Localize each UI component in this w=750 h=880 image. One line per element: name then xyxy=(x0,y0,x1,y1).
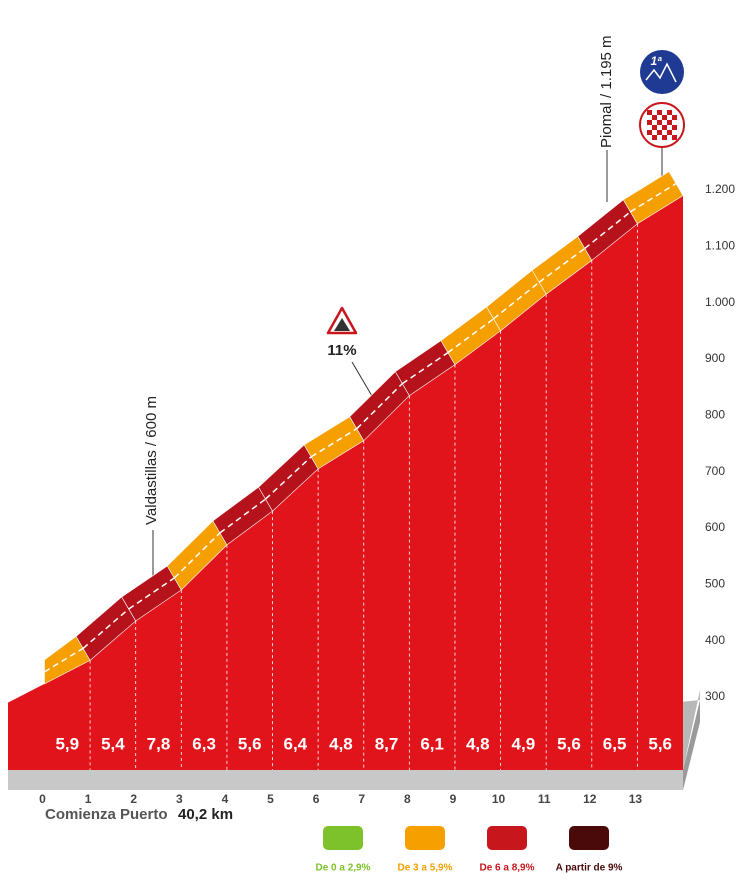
flag-square xyxy=(667,110,672,115)
gradient-label: 5,6 xyxy=(557,734,581,753)
legend-swatch xyxy=(323,826,363,850)
flag-square xyxy=(652,125,657,130)
flag-square xyxy=(672,135,677,140)
legend-label: De 0 a 2,9% xyxy=(315,863,370,874)
legend-swatch xyxy=(405,826,445,850)
y-tick-label: 600 xyxy=(705,520,725,534)
center-dash xyxy=(173,532,221,579)
gradient-face xyxy=(622,171,684,225)
x-tick-label: 12 xyxy=(583,792,597,806)
category-badge xyxy=(640,50,684,94)
gradient-label: 4,8 xyxy=(466,734,490,753)
x-tick-label: 10 xyxy=(492,792,506,806)
flag-square xyxy=(672,115,677,120)
y-tick-label: 1.100 xyxy=(705,239,735,253)
leader-line xyxy=(351,361,373,397)
mountain-icon xyxy=(645,62,677,83)
center-dash xyxy=(265,456,312,500)
flag-square xyxy=(662,135,667,140)
y-tick-label: 300 xyxy=(705,689,725,703)
flag-square xyxy=(657,120,662,125)
gradient-label: 4,8 xyxy=(329,734,353,753)
base-front xyxy=(8,770,683,790)
flag-square xyxy=(657,130,662,135)
flag-square xyxy=(672,125,677,130)
legend-swatch xyxy=(487,826,527,850)
x-tick-label: 8 xyxy=(404,792,411,806)
base-side xyxy=(683,700,700,790)
x-tick-label: 6 xyxy=(313,792,320,806)
flag-square xyxy=(652,115,657,120)
gradient-label: 4,9 xyxy=(512,734,536,753)
flag-square xyxy=(647,110,652,115)
gradient-label: 5,4 xyxy=(101,734,125,753)
max-gradient-label: 11% xyxy=(327,342,356,359)
y-tick-label: 1.000 xyxy=(705,295,735,309)
y-tick-label: 400 xyxy=(705,633,725,647)
x-tick-label: 1 xyxy=(85,792,92,806)
legend-label: A partir de 9% xyxy=(556,863,623,874)
gradient-label: 5,9 xyxy=(55,734,79,753)
summit-annotation: Piomal / 1.195 m xyxy=(598,35,615,148)
x-tick-label: 0 xyxy=(39,792,46,806)
x-tick-label: 4 xyxy=(222,792,229,806)
gradient-label: 6,3 xyxy=(192,734,216,753)
gradient-label: 5,6 xyxy=(238,734,262,753)
center-dash xyxy=(128,577,175,610)
flag-square xyxy=(662,125,667,130)
center-dash xyxy=(44,647,84,673)
y-tick-label: 1.200 xyxy=(705,182,735,196)
flag-square xyxy=(647,130,652,135)
flag-square xyxy=(657,110,662,115)
profile-body xyxy=(8,195,683,771)
center-dash xyxy=(356,383,403,430)
finish-badge xyxy=(639,102,685,148)
x-tick-label: 5 xyxy=(267,792,274,806)
center-dash xyxy=(401,352,449,385)
y-tick-label: 700 xyxy=(705,464,725,478)
x-tick-label: 13 xyxy=(629,792,643,806)
gradient-icon xyxy=(334,318,350,331)
x-tick-label: 11 xyxy=(538,792,551,806)
gradient-label: 6,1 xyxy=(420,734,444,753)
center-dash xyxy=(629,182,677,213)
flag-square xyxy=(647,120,652,125)
gradient-label: 7,8 xyxy=(147,734,171,753)
y-tick-label: 500 xyxy=(705,577,725,591)
gradient-label: 8,7 xyxy=(375,734,399,753)
x-tick-label: 9 xyxy=(450,792,457,806)
category-label: 1ª xyxy=(650,54,662,68)
x-tick-label: 2 xyxy=(130,792,137,806)
legend-swatch xyxy=(569,826,609,850)
legend-label: De 6 a 8,9% xyxy=(479,863,534,874)
footer-distance: 40,2 km xyxy=(178,806,233,823)
gradient-label: 5,6 xyxy=(648,734,672,753)
gradient-label: 6,4 xyxy=(284,734,308,753)
x-tick-label: 3 xyxy=(176,792,183,806)
y-tick-label: 900 xyxy=(705,351,725,365)
flag-square xyxy=(667,130,672,135)
flag-square xyxy=(652,135,657,140)
gradient-label: 6,5 xyxy=(603,734,627,753)
flag-square xyxy=(667,120,672,125)
legend-label: De 3 a 5,9% xyxy=(397,863,452,874)
footer-label: Comienza Puerto xyxy=(45,806,168,823)
center-dash xyxy=(82,608,130,649)
flag-square xyxy=(662,115,667,120)
y-tick-label: 800 xyxy=(705,408,725,422)
start-annotation: Valdastillas / 600 m xyxy=(143,396,160,525)
x-tick-label: 7 xyxy=(358,792,365,806)
center-dash xyxy=(310,428,358,458)
